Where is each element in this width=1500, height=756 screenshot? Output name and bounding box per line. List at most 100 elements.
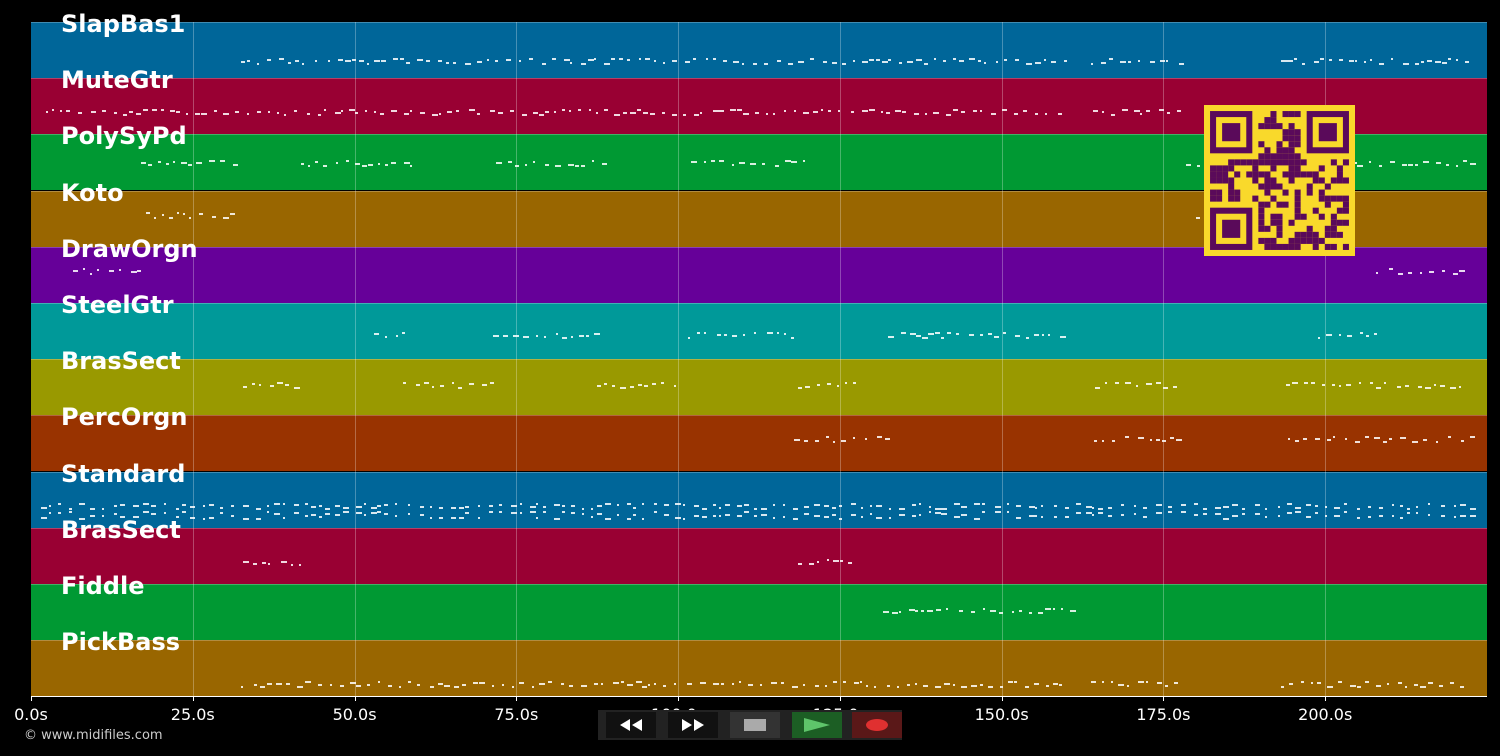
play-button[interactable] [792,712,842,738]
track-lane[interactable]: SlapBas1 [31,10,1487,78]
note [133,515,139,518]
qr-module [1288,177,1295,184]
note [988,333,992,335]
note [1029,612,1032,614]
note [582,512,584,515]
note [922,337,928,339]
note [1420,271,1422,274]
record-button[interactable] [852,712,902,738]
note [203,504,205,507]
note [636,681,642,684]
qr-module [1342,207,1349,214]
note [704,161,706,164]
qr-module [1276,153,1283,160]
note [1376,685,1381,688]
note [1383,441,1387,444]
qr-code-image [1210,111,1349,250]
note [1156,439,1160,442]
note [439,113,441,116]
note [725,503,730,506]
note [897,686,899,689]
note [980,334,983,336]
note [400,58,404,60]
note [305,681,311,684]
note [1357,686,1361,689]
fast-forward-button[interactable] [668,712,718,738]
note [1429,270,1434,273]
note [1402,164,1407,167]
note [451,516,456,519]
note [892,612,898,614]
note [1016,516,1021,519]
note [1046,685,1049,688]
rewind-button[interactable] [606,712,656,738]
note [343,506,349,509]
qr-module [1276,147,1283,154]
note [399,686,401,689]
note [569,110,571,113]
note [788,63,793,65]
note [308,165,310,168]
note [935,332,940,334]
note [151,512,156,515]
note [700,682,706,685]
note [839,504,842,507]
note [876,504,882,507]
note [1122,109,1128,112]
track-lane[interactable]: BrasSect [31,516,1487,584]
note [927,610,933,612]
note [299,563,301,566]
track-lane[interactable]: SteelGtr [31,291,1487,359]
qr-module [1228,195,1235,202]
track-lane[interactable]: BrasSect [31,347,1487,416]
note [478,516,480,519]
note [886,112,890,115]
note-layer [31,304,1487,359]
qr-module [1264,225,1271,232]
note [1295,510,1301,513]
note [318,114,321,117]
note [1281,60,1287,62]
track-lane[interactable]: Standard [31,460,1487,528]
note [1403,63,1409,65]
note-layer [31,641,1487,696]
note [1315,504,1318,507]
note [919,502,921,505]
note [895,110,901,113]
note [69,510,72,513]
note [260,686,265,689]
note [1306,503,1311,506]
track-lane[interactable]: Fiddle [31,572,1487,640]
note [784,333,786,335]
note [223,216,229,219]
qr-module [1258,213,1265,220]
note [143,502,149,505]
note [974,517,980,520]
note [1181,503,1186,506]
note [627,684,633,687]
qr-module [1330,159,1337,166]
note [815,685,819,688]
note [719,514,721,517]
track-lane[interactable]: PickBass [31,628,1487,697]
stop-button[interactable] [730,712,780,738]
track-lane[interactable]: PercOrgn [31,403,1487,472]
qr-module [1264,237,1271,244]
note [773,503,775,506]
note [1111,681,1113,684]
note [984,62,986,64]
qr-module [1342,201,1349,208]
note [1435,61,1441,63]
note [355,163,360,166]
qr-module [1342,243,1349,250]
note [473,682,478,685]
note [374,60,380,62]
note [235,111,239,114]
qr-module [1288,147,1295,154]
track-lane[interactable]: DrawOrgn [31,235,1487,303]
note [683,503,685,506]
note [633,513,636,516]
note [371,511,377,514]
note [971,685,977,688]
note [256,507,261,510]
